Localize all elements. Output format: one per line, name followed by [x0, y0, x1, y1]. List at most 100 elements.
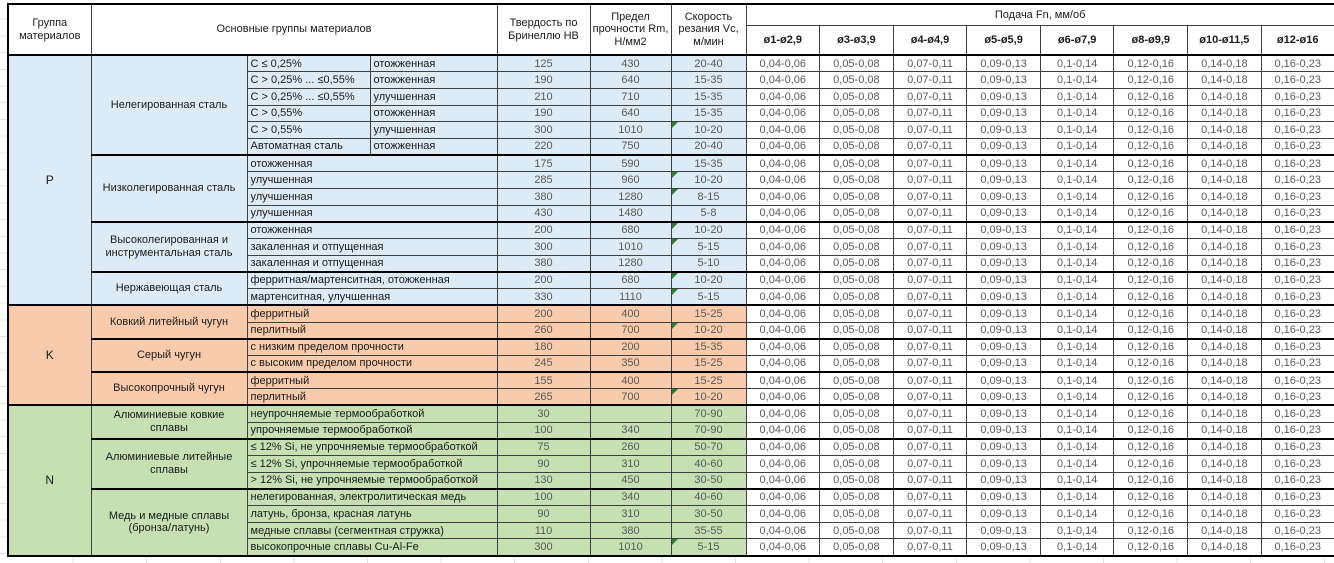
cell-feed-value[interactable]: 0,04-0,06 — [745, 104, 821, 123]
cell-hardness-hb[interactable]: 190 — [496, 71, 591, 89]
header-diameter-range-3[interactable]: ø4-ø4,9 — [892, 24, 968, 56]
header-diameter-range-6[interactable]: ø8-ø9,9 — [1113, 24, 1189, 56]
material-condition[interactable]: отожженная — [246, 154, 498, 173]
material-subgroup-name[interactable]: Ковкий литейный чугун — [90, 304, 248, 340]
cell-feed-value[interactable]: 0,04-0,06 — [745, 288, 821, 306]
cell-feed-value[interactable]: 0,12-0,16 — [1113, 404, 1189, 423]
cell-feed-value[interactable]: 0,09-0,13 — [966, 54, 1041, 73]
cell-strength-rm[interactable]: 1280 — [589, 254, 672, 273]
cell-feed-value[interactable]: 0,1-0,14 — [1039, 538, 1115, 557]
header-cutting-speed[interactable]: Скорость резания Vc, м/мин — [670, 3, 747, 56]
header-tensile-strength[interactable]: Предел прочности Rm, Н/мм2 — [589, 3, 672, 56]
cell-feed-value[interactable]: 0,09-0,13 — [966, 321, 1041, 340]
cell-strength-rm[interactable] — [589, 404, 672, 423]
cell-feed-value[interactable]: 0,05-0,08 — [819, 204, 894, 223]
cell-feed-value[interactable]: 0,07-0,11 — [892, 421, 968, 440]
cell-feed-value[interactable]: 0,16-0,23 — [1260, 437, 1334, 456]
cell-feed-value[interactable]: 0,14-0,18 — [1187, 304, 1262, 323]
cell-cutting-speed-vc[interactable]: 15-35 — [670, 154, 747, 173]
cell-feed-value[interactable]: 0,1-0,14 — [1039, 104, 1115, 123]
cell-strength-rm[interactable]: 1280 — [589, 188, 672, 206]
cell-feed-value[interactable]: 0,12-0,16 — [1113, 421, 1189, 440]
cell-cutting-speed-vc[interactable]: 70-90 — [670, 404, 747, 423]
cell-strength-rm[interactable]: 700 — [589, 321, 672, 340]
cell-feed-value[interactable]: 0,07-0,11 — [892, 487, 968, 507]
material-subgroup-name[interactable]: Высоколегированная и инструментальная ст… — [90, 220, 248, 273]
cell-hardness-hb[interactable]: 300 — [496, 538, 591, 557]
cell-strength-rm[interactable]: 680 — [589, 270, 672, 290]
cell-feed-value[interactable]: 0,16-0,23 — [1260, 521, 1334, 540]
cell-hardness-hb[interactable]: 90 — [496, 455, 591, 473]
cell-strength-rm[interactable]: 1010 — [589, 121, 672, 139]
cell-cutting-speed-vc[interactable]: 15-25 — [670, 354, 747, 373]
cell-hardness-hb[interactable]: 75 — [496, 437, 591, 456]
cell-feed-value[interactable]: 0,09-0,13 — [966, 455, 1041, 473]
cell-feed-value[interactable]: 0,12-0,16 — [1113, 371, 1189, 390]
cell-feed-value[interactable]: 0,05-0,08 — [819, 270, 894, 290]
cell-strength-rm[interactable]: 1010 — [589, 238, 672, 256]
cell-hardness-hb[interactable]: 200 — [496, 304, 591, 323]
cell-strength-rm[interactable]: 640 — [589, 104, 672, 123]
cell-feed-value[interactable]: 0,12-0,16 — [1113, 238, 1189, 256]
cell-feed-value[interactable]: 0,12-0,16 — [1113, 121, 1189, 139]
material-condition[interactable]: отожженная — [369, 104, 498, 123]
cell-hardness-hb[interactable]: 110 — [496, 521, 591, 540]
cell-feed-value[interactable]: 0,1-0,14 — [1039, 137, 1115, 156]
cell-cutting-speed-vc[interactable]: 50-70 — [670, 437, 747, 456]
cell-cutting-speed-vc[interactable]: 40-60 — [670, 455, 747, 473]
cell-feed-value[interactable]: 0,04-0,06 — [745, 254, 821, 273]
cell-feed-value[interactable]: 0,1-0,14 — [1039, 354, 1115, 373]
material-variant[interactable]: Автоматная сталь — [246, 137, 371, 156]
cell-feed-value[interactable]: 0,14-0,18 — [1187, 154, 1262, 173]
material-condition[interactable]: улучшенная — [369, 121, 498, 139]
cell-hardness-hb[interactable]: 30 — [496, 404, 591, 423]
cell-hardness-hb[interactable]: 285 — [496, 171, 591, 189]
cell-feed-value[interactable]: 0,16-0,23 — [1260, 104, 1334, 123]
cell-feed-value[interactable]: 0,05-0,08 — [819, 487, 894, 507]
cell-feed-value[interactable]: 0,14-0,18 — [1187, 204, 1262, 223]
material-variant[interactable]: C > 0,55% — [246, 104, 371, 123]
cell-hardness-hb[interactable]: 125 — [496, 54, 591, 73]
cell-feed-value[interactable]: 0,05-0,08 — [819, 404, 894, 423]
material-condition[interactable]: закаленная и отпущенная — [246, 254, 498, 273]
cell-feed-value[interactable]: 0,1-0,14 — [1039, 154, 1115, 173]
cell-feed-value[interactable]: 0,12-0,16 — [1113, 471, 1189, 490]
cell-feed-value[interactable]: 0,16-0,23 — [1260, 404, 1334, 423]
cell-feed-value[interactable]: 0,1-0,14 — [1039, 321, 1115, 340]
cell-hardness-hb[interactable]: 220 — [496, 137, 591, 156]
cell-feed-value[interactable]: 0,14-0,18 — [1187, 487, 1262, 507]
cell-strength-rm[interactable]: 450 — [589, 471, 672, 490]
cell-feed-value[interactable]: 0,09-0,13 — [966, 354, 1041, 373]
header-material-group[interactable]: Группа материалов — [7, 3, 92, 56]
cell-feed-value[interactable]: 0,16-0,23 — [1260, 54, 1334, 73]
cell-feed-value[interactable]: 0,12-0,16 — [1113, 220, 1189, 240]
cell-feed-value[interactable]: 0,16-0,23 — [1260, 505, 1334, 523]
cell-hardness-hb[interactable]: 260 — [496, 321, 591, 340]
cell-cutting-speed-vc[interactable]: 40-60 — [670, 487, 747, 507]
cell-feed-value[interactable]: 0,16-0,23 — [1260, 354, 1334, 373]
cell-feed-value[interactable]: 0,12-0,16 — [1113, 254, 1189, 273]
cell-feed-value[interactable]: 0,05-0,08 — [819, 521, 894, 540]
header-diameter-range-4[interactable]: ø5-ø5,9 — [966, 24, 1041, 56]
material-condition[interactable]: отожженная — [369, 137, 498, 156]
cell-strength-rm[interactable]: 590 — [589, 154, 672, 173]
cell-feed-value[interactable]: 0,05-0,08 — [819, 121, 894, 139]
cell-feed-value[interactable]: 0,12-0,16 — [1113, 538, 1189, 557]
cell-cutting-speed-vc[interactable]: 10-20 — [670, 321, 747, 340]
material-condition[interactable]: мартенситная, улучшенная — [246, 288, 498, 306]
cell-feed-value[interactable]: 0,09-0,13 — [966, 471, 1041, 490]
cell-feed-value[interactable]: 0,07-0,11 — [892, 337, 968, 356]
material-condition[interactable]: с низким пределом прочности — [246, 337, 498, 356]
cell-feed-value[interactable]: 0,12-0,16 — [1113, 104, 1189, 123]
cell-hardness-hb[interactable]: 210 — [496, 87, 591, 106]
material-condition[interactable]: закаленная и отпущенная — [246, 238, 498, 256]
material-subgroup-name[interactable]: Низколегированная сталь — [90, 154, 248, 223]
cell-feed-value[interactable]: 0,04-0,06 — [745, 87, 821, 106]
cell-feed-value[interactable]: 0,09-0,13 — [966, 505, 1041, 523]
cell-strength-rm[interactable]: 400 — [589, 371, 672, 390]
cell-feed-value[interactable]: 0,14-0,18 — [1187, 388, 1262, 406]
cell-feed-value[interactable]: 0,16-0,23 — [1260, 321, 1334, 340]
cell-cutting-speed-vc[interactable]: 15-35 — [670, 71, 747, 89]
material-condition[interactable]: медные сплавы (сегментная стружка) — [246, 521, 498, 540]
cell-feed-value[interactable]: 0,05-0,08 — [819, 54, 894, 73]
